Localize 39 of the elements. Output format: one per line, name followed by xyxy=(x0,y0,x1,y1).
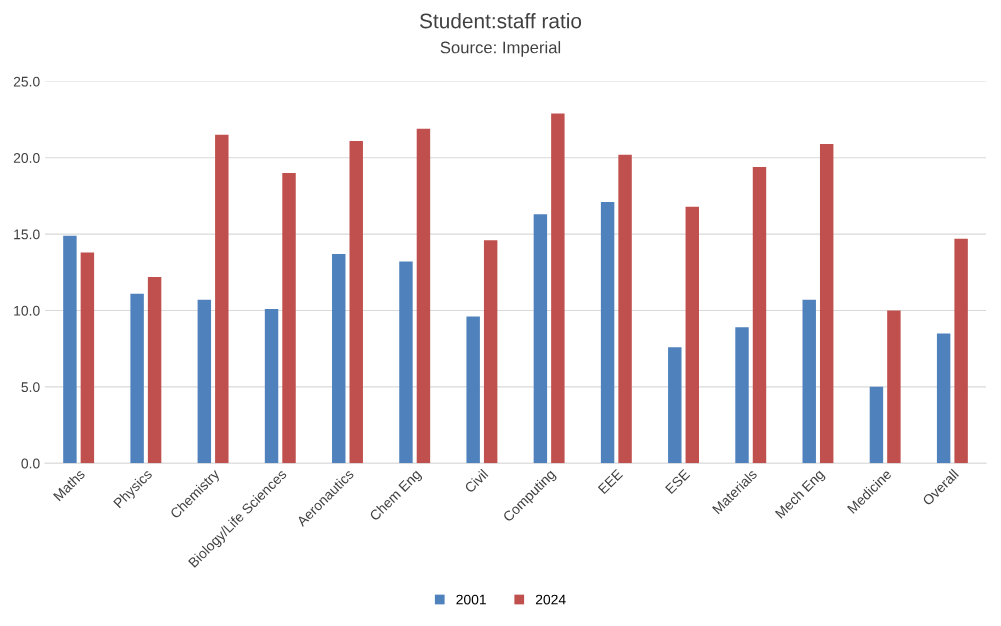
bar xyxy=(887,310,901,464)
y-tick-label: 0.0 xyxy=(21,458,40,469)
bar xyxy=(147,276,162,464)
bar xyxy=(215,134,229,464)
bar xyxy=(936,333,951,464)
bar xyxy=(332,253,346,464)
bar xyxy=(668,347,682,464)
bar xyxy=(533,214,548,464)
y-tick-label: 15.0 xyxy=(14,229,40,240)
bar xyxy=(819,144,834,464)
y-tick-label: 10.0 xyxy=(14,305,40,316)
chart-title: Student:staff ratio xyxy=(419,13,582,29)
y-tick-label: 25.0 xyxy=(13,76,40,87)
bar xyxy=(63,235,77,464)
bar xyxy=(399,261,413,464)
bar xyxy=(282,173,296,464)
bar xyxy=(685,206,699,464)
bar xyxy=(80,252,95,464)
bar xyxy=(618,154,632,464)
y-tick-label: 5.0 xyxy=(21,382,40,393)
chart-subtitle: Source: Imperial xyxy=(440,41,561,57)
bar xyxy=(349,140,363,464)
y-tick-label: 20.0 xyxy=(13,153,40,163)
bar xyxy=(954,238,968,464)
bar xyxy=(869,386,884,464)
bar xyxy=(752,166,767,464)
bar xyxy=(416,128,431,464)
legend-label: 2001 xyxy=(456,594,486,605)
bar xyxy=(551,113,565,464)
bar xyxy=(130,293,144,464)
bar xyxy=(600,202,615,464)
bar xyxy=(802,299,816,464)
bar xyxy=(735,327,749,464)
bar xyxy=(264,308,279,464)
legend-label: 2024 xyxy=(535,594,566,605)
x-tick-label: Civil xyxy=(463,468,489,494)
bar xyxy=(483,240,498,464)
bar xyxy=(466,316,480,464)
bar xyxy=(197,299,212,464)
